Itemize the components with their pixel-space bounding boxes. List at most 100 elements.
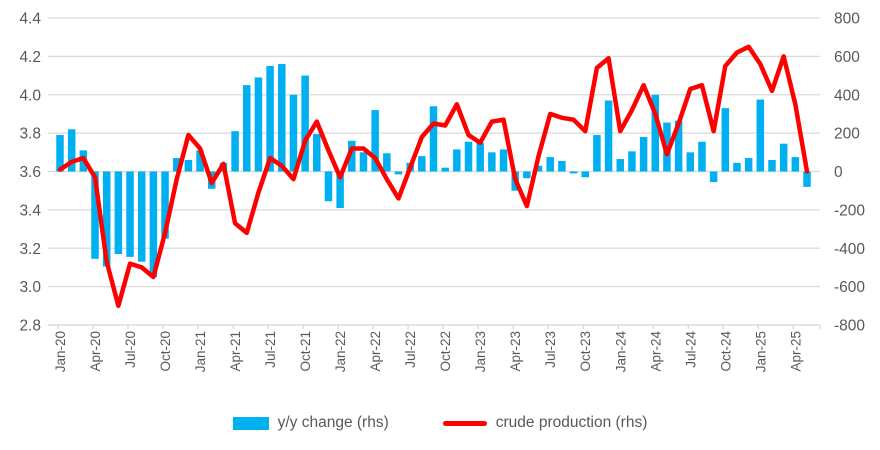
right-axis-tick-label: 200 (834, 126, 860, 143)
legend-bar-swatch (232, 416, 269, 430)
legend-item-crude-production: crude production (rhs) (442, 414, 648, 432)
bar (418, 156, 426, 172)
legend-line-label: crude production (rhs) (495, 414, 648, 431)
bar (137, 171, 146, 262)
bar (161, 171, 169, 239)
bar (569, 171, 578, 174)
bar (254, 77, 263, 172)
left-axis-tick-label: 4.0 (19, 87, 41, 104)
bar (674, 120, 683, 172)
x-axis-tick-label: Jul-21 (263, 331, 278, 368)
bar (546, 157, 554, 172)
bar (172, 158, 181, 172)
right-axis-tick-label: 600 (834, 49, 860, 66)
bar (359, 152, 368, 172)
x-axis-tick-label: Apr-23 (508, 331, 523, 372)
right-axis-tick-label: 800 (834, 11, 860, 28)
right-axis-tick-label: 0 (834, 164, 843, 181)
bar (114, 171, 123, 255)
left-axis-tick-label: 3.4 (19, 202, 41, 219)
bar (429, 106, 438, 172)
bar (243, 85, 251, 172)
x-axis-tick-label: Jul-23 (543, 331, 558, 368)
bar (639, 136, 648, 172)
legend-item-yy-change: y/y change (rhs) (232, 414, 389, 432)
x-axis-tick-label: Jan-22 (333, 331, 348, 372)
x-axis-tick-label: Apr-21 (228, 331, 243, 372)
bar (102, 171, 111, 267)
bar (756, 99, 765, 172)
bar (698, 141, 706, 172)
bar (184, 159, 193, 172)
x-axis-tick-label: Oct-22 (438, 331, 453, 372)
bar (383, 153, 391, 172)
bar (744, 158, 753, 172)
bar (581, 171, 589, 178)
bar (67, 129, 76, 172)
left-axis-tick-label: 3.0 (19, 279, 41, 296)
left-axis-tick-label: 3.2 (19, 241, 41, 258)
bar (348, 140, 356, 172)
bar (441, 167, 449, 172)
bar (336, 171, 344, 208)
x-axis-tick-label: Jan-23 (473, 331, 488, 372)
bar (453, 149, 461, 172)
x-axis-tick-label: Oct-21 (298, 331, 313, 372)
bar (313, 134, 321, 172)
line-series (57, 44, 810, 309)
x-axis-tick-label: Apr-24 (648, 331, 663, 372)
bar (371, 110, 379, 172)
bar (464, 141, 473, 172)
bar (803, 171, 811, 187)
bar (686, 152, 695, 172)
bar (196, 150, 204, 172)
x-axis-tick-label: Jan-20 (53, 331, 68, 372)
left-axis-tick-label: 4.4 (19, 11, 41, 28)
bar (768, 159, 776, 172)
right-axis-tick-label: -200 (834, 202, 865, 219)
bar (476, 142, 484, 172)
bar (301, 75, 309, 172)
left-axis-tick-label: 4.2 (19, 49, 41, 66)
x-axis-tick-label: Jul-20 (123, 331, 138, 368)
legend-line-swatch (442, 420, 487, 426)
bar (126, 171, 134, 257)
x-axis-tick-label: Jul-22 (403, 331, 418, 368)
legend-bar-label: y/y change (rhs) (277, 414, 389, 431)
bar (289, 94, 298, 172)
bar (91, 171, 99, 259)
bar (593, 135, 601, 172)
bar (628, 151, 636, 172)
x-axis-tick-label: Oct-24 (718, 331, 733, 372)
x-axis-tick-label: Oct-20 (158, 331, 173, 372)
bar (616, 159, 625, 172)
x-axis-tick-label: Apr-20 (88, 331, 103, 372)
bar (709, 171, 718, 183)
bar (278, 64, 286, 172)
left-axis-tick-label: 3.8 (19, 126, 41, 143)
bar (651, 94, 660, 172)
right-axis-tick-label: 400 (834, 87, 860, 104)
right-axis-tick-label: -400 (834, 241, 865, 258)
bar (231, 131, 239, 172)
bar (56, 135, 64, 172)
left-axis-tick-label: 2.8 (19, 318, 41, 335)
bar (558, 160, 566, 172)
bar (499, 149, 508, 172)
x-axis-tick-label: Jan-24 (613, 331, 628, 373)
bar (779, 143, 788, 172)
x-axis-tick-label: Apr-22 (368, 331, 383, 372)
x-axis-tick-label: Oct-23 (578, 331, 593, 372)
x-axis-tick-label: Jul-24 (683, 331, 698, 368)
right-axis-tick-label: -600 (834, 279, 865, 296)
legend: y/y change (rhs) crude production (rhs) (0, 406, 880, 440)
left-axis-tick-label: 3.6 (19, 164, 41, 181)
bar (488, 152, 496, 172)
x-axis-tick-label: Jan-21 (193, 331, 208, 372)
bar (149, 171, 158, 278)
bar (733, 162, 741, 172)
bar (721, 108, 730, 172)
bar (604, 100, 613, 172)
